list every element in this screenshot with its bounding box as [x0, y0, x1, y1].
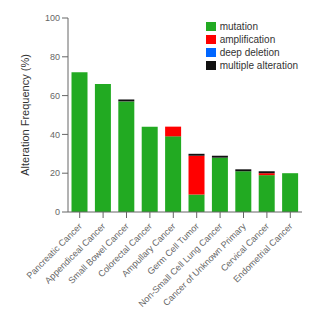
svg-text:Cancer of Unknown Primary: Cancer of Unknown Primary — [161, 221, 248, 308]
svg-text:0: 0 — [55, 207, 60, 217]
svg-text:40: 40 — [50, 130, 60, 140]
svg-text:80: 80 — [50, 52, 60, 62]
svg-text:Endometrial Cancer: Endometrial Cancer — [231, 221, 294, 284]
svg-text:Cervical Cancer: Cervical Cancer — [218, 221, 272, 274]
svg-text:Alteration Frequency (%): Alteration Frequency (%) — [19, 54, 31, 176]
svg-text:Non-Small Cell Lung Cancer: Non-Small Cell Lung Cancer — [137, 221, 225, 309]
svg-text:Colorectal Cancer: Colorectal Cancer — [96, 221, 155, 280]
html-text:multiple alteration: multiple alteration — [219, 60, 298, 71]
svg-text:20: 20 — [50, 168, 60, 178]
svg-text:Appendiceal Cancer: Appendiceal Cancer — [43, 221, 108, 286]
svg-text:Ampullary Cancer: Ampullary Cancer — [119, 221, 178, 279]
svg-text:100: 100 — [45, 13, 60, 23]
html-text:amplification: amplification — [219, 34, 276, 45]
html-text:mutation: mutation — [219, 21, 258, 32]
svg-text:Germ Cell Tumor: Germ Cell Tumor — [145, 221, 201, 277]
html-text:deep deletion: deep deletion — [219, 47, 280, 58]
svg-text:60: 60 — [50, 91, 60, 101]
svg-text:Small Bowel Cancer: Small Bowel Cancer — [66, 221, 131, 286]
svg-text:Pancreatic Cancer: Pancreatic Cancer — [24, 221, 84, 281]
